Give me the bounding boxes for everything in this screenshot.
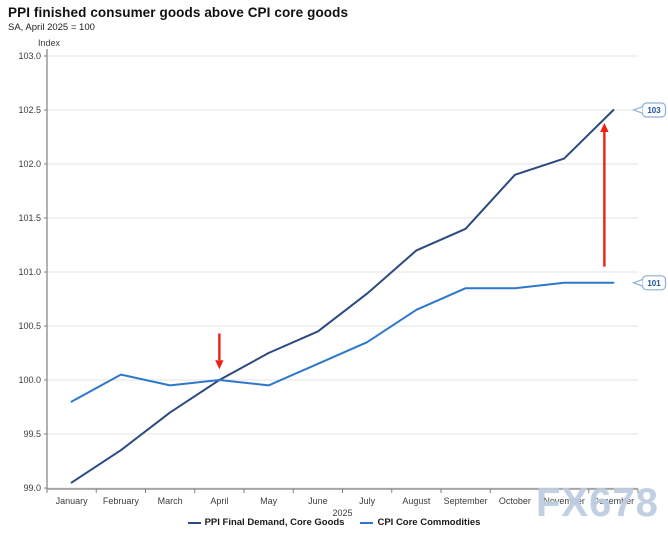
x-tick-label: June xyxy=(308,496,328,506)
end-value-callout-label: 103 xyxy=(647,106,661,115)
x-tick-label: October xyxy=(499,496,531,506)
end-value-callout-label: 101 xyxy=(647,279,661,288)
y-tick-label: 100.0 xyxy=(18,375,41,385)
legend-label-ppi: PPI Final Demand, Core Goods xyxy=(204,517,345,528)
y-tick-label: 99.0 xyxy=(23,483,41,493)
y-tick-label: 103.0 xyxy=(18,51,41,61)
cpi-series-line xyxy=(70,281,615,403)
x-tick-label: March xyxy=(158,496,183,506)
y-tick-label: 100.5 xyxy=(18,321,41,331)
x-tick-label: April xyxy=(210,496,228,506)
chart-title: PPI finished consumer goods above CPI co… xyxy=(8,5,349,20)
x-tick-label: May xyxy=(260,496,278,506)
end-value-callout-tail xyxy=(631,279,643,287)
y-tick-label: 102.0 xyxy=(18,159,41,169)
x-tick-label: August xyxy=(402,496,431,506)
x-tick-label: December xyxy=(593,496,635,506)
legend-label-cpi: CPI Core Commodities xyxy=(377,517,481,528)
end-value-callout-tail xyxy=(631,106,643,114)
legend-item-cpi: CPI Core Commodities xyxy=(360,517,480,528)
x-tick-label: February xyxy=(103,496,140,506)
y-tick-label: 99.5 xyxy=(23,429,41,439)
red-up-arrowhead xyxy=(600,122,609,132)
x-tick-label: September xyxy=(444,496,488,506)
legend-swatch-cpi xyxy=(360,521,374,524)
y-tick-label: 101.0 xyxy=(18,267,41,277)
y-tick-label: 101.5 xyxy=(18,213,41,223)
ppi-series-line xyxy=(70,109,615,484)
legend-item-ppi: PPI Final Demand, Core Goods xyxy=(187,517,345,528)
x-tick-label: July xyxy=(359,496,376,506)
x-tick-label: January xyxy=(56,496,89,506)
x-axis-year-label: 2025 xyxy=(332,508,352,518)
x-tick-label: November xyxy=(543,496,585,506)
red-down-arrowhead xyxy=(215,360,224,370)
legend: PPI Final Demand, Core Goods CPI Core Co… xyxy=(0,517,668,528)
y-tick-label: 102.5 xyxy=(18,105,41,115)
legend-swatch-ppi xyxy=(187,521,201,524)
chart-subtitle: SA, April 2025 = 100 xyxy=(8,22,95,33)
y-axis-unit-label: Index xyxy=(38,38,61,48)
